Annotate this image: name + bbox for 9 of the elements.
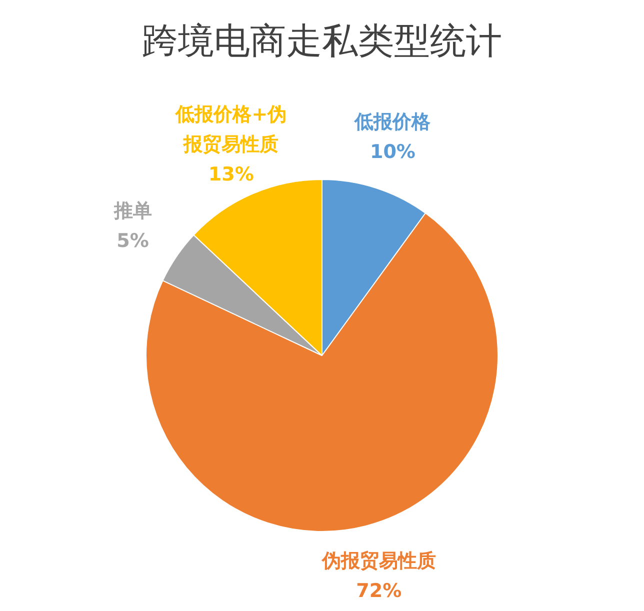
data-label: 10%	[370, 140, 416, 163]
data-label: 13%	[208, 163, 254, 186]
chart-title: 跨境电商走私类型统计	[141, 20, 503, 64]
slice-label: 伪报贸易性质	[320, 550, 436, 572]
slice-label: 低报价格+伪报贸易性质	[174, 103, 287, 156]
data-label: 5%	[116, 230, 149, 252]
data-label: 72%	[356, 580, 402, 602]
slice-label: 低报价格	[354, 110, 432, 133]
slice-label: 推单	[112, 200, 152, 222]
